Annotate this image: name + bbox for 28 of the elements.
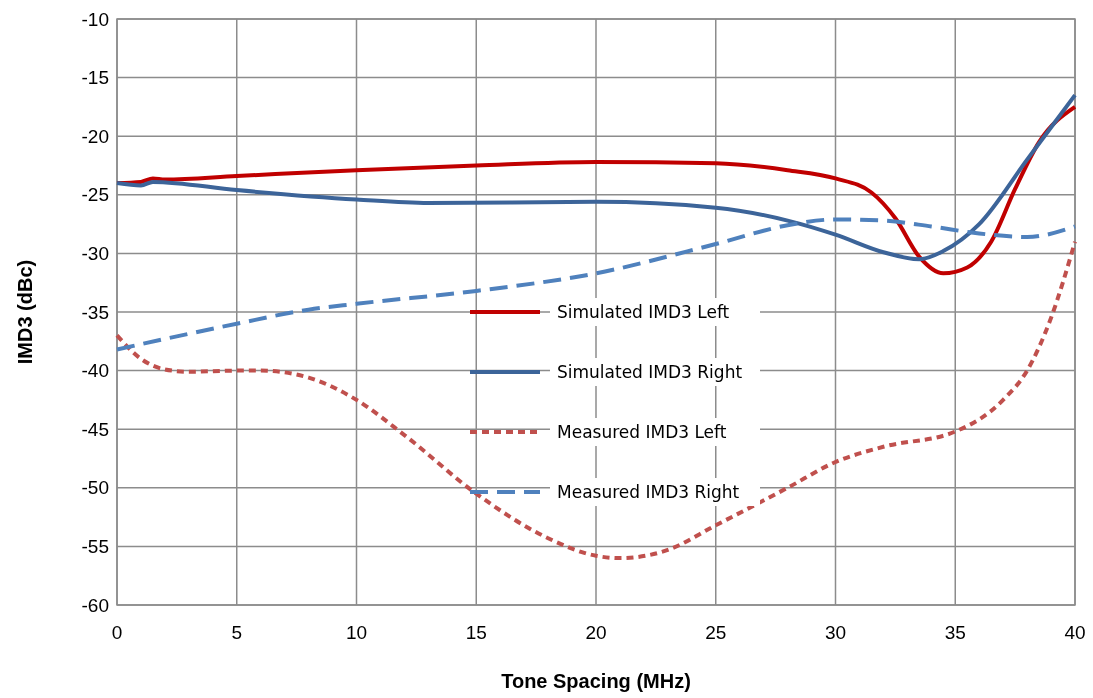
line-series bbox=[115, 239, 1077, 561]
x-tick-label: 15 bbox=[465, 622, 487, 643]
y-tick-label: -50 bbox=[81, 477, 109, 499]
x-tick-label: 0 bbox=[111, 622, 123, 643]
legend-label: Measured IMD3 Right bbox=[557, 481, 740, 502]
y-tick-label: -10 bbox=[81, 8, 109, 30]
legend-label: Measured IMD3 Left bbox=[557, 421, 727, 442]
x-tick-label: 10 bbox=[345, 622, 368, 643]
x-tick-label: 25 bbox=[705, 622, 727, 643]
y-tick-label: -15 bbox=[81, 67, 109, 89]
x-axis-title: Tone Spacing (MHz) bbox=[501, 670, 691, 692]
x-tick-label: 5 bbox=[231, 622, 243, 643]
line-series bbox=[115, 217, 1077, 352]
y-tick-label: -60 bbox=[81, 594, 109, 616]
y-tick-label: -45 bbox=[81, 418, 109, 440]
y-tick-label: -40 bbox=[81, 360, 109, 382]
y-axis-title: IMD3 (dBc) bbox=[14, 259, 36, 365]
x-tick-label: 35 bbox=[944, 622, 966, 643]
x-tick-label: 20 bbox=[585, 622, 607, 643]
y-tick-label: -25 bbox=[81, 184, 109, 206]
x-tick-label: 30 bbox=[824, 622, 847, 643]
y-tick-label: -30 bbox=[81, 243, 109, 265]
x-tick-label: 40 bbox=[1064, 622, 1086, 643]
legend-label: Simulated IMD3 Left bbox=[557, 301, 730, 322]
y-tick-label: -20 bbox=[81, 125, 109, 147]
y-tick-label: -35 bbox=[81, 301, 109, 323]
legend-label: Simulated IMD3 Right bbox=[557, 361, 743, 382]
y-tick-label: -55 bbox=[81, 536, 109, 558]
